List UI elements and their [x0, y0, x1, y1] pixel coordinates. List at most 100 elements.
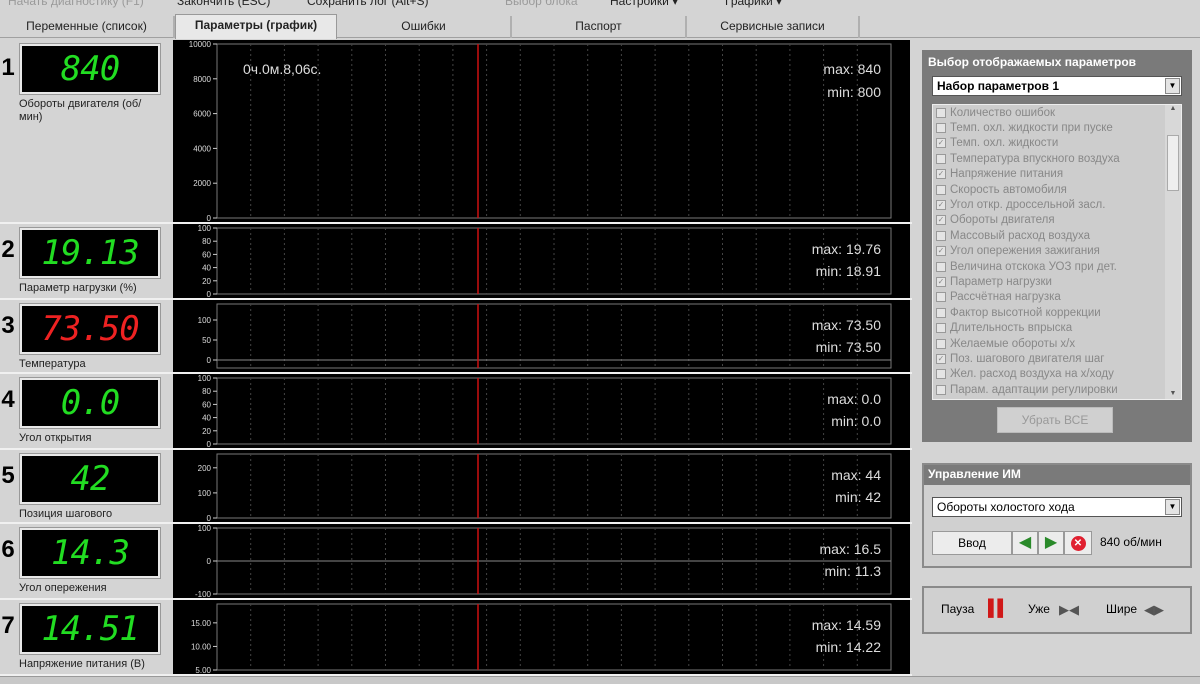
checkbox[interactable] [936, 123, 946, 134]
checkbox[interactable]: ✓ [936, 200, 946, 211]
parameter-list-item[interactable]: Скорость автомобиля [933, 182, 1181, 197]
checkbox[interactable]: ✓ [936, 169, 946, 180]
parameter-chart: 0 50 100 max: 73.50 min: 73.50 [173, 300, 910, 372]
increase-arrow-icon[interactable]: ▶ [1038, 531, 1064, 555]
checkbox[interactable]: ✓ [936, 353, 946, 364]
menu-save-log[interactable]: Сохранить лог (Alt+S) [307, 0, 429, 8]
parameter-list-item[interactable]: ✓ Угол откр. дроссельной засл. [933, 197, 1181, 212]
row-number: 4 [1, 386, 15, 413]
parameter-chart: 0 100 200 max: 44 min: 42 [173, 450, 910, 522]
elapsed-time: 0ч.0м.8,06с. [243, 61, 321, 77]
checkbox[interactable] [936, 323, 946, 334]
parameter-list-item[interactable]: Длительность впрыска [933, 320, 1181, 335]
parameter-list-item[interactable]: Величина отскока УОЗ при дет. [933, 259, 1181, 274]
parameter-list-item[interactable]: ✓ Угол опережения зажигания [933, 244, 1181, 259]
parameter-item-label: Рассчётная нагрузка [950, 291, 1061, 304]
parameter-list-item[interactable]: Темп. охл. жидкости при пуске [933, 120, 1181, 135]
parameter-set-select[interactable]: Набор параметров 1 ▼ [932, 76, 1182, 96]
parameter-list-item[interactable]: ✓ Темп. охл. жидкости [933, 136, 1181, 151]
parameter-chart: -100 0 100 max: 16.5 min: 11.3 [173, 524, 910, 598]
wide-icon[interactable]: ◀▶ [1144, 602, 1164, 617]
parameter-row: 1 840 Обороты двигателя (об/мин) 0 2000 40… [0, 40, 912, 224]
pause-icon[interactable]: ▌▌ [988, 600, 1009, 617]
parameter-label: Параметр нагрузки (%) [19, 282, 137, 294]
checkbox[interactable] [936, 107, 946, 118]
tab-passport[interactable]: Паспорт [512, 16, 687, 38]
scrollbar[interactable]: ▲ ▼ [1165, 105, 1181, 399]
checkbox[interactable] [936, 384, 946, 395]
enter-button[interactable]: Ввод [932, 531, 1012, 555]
parameter-list[interactable]: Количество ошибок Темп. охл. жидкости при… [932, 104, 1182, 400]
remove-all-button[interactable]: Убрать ВСЕ [997, 407, 1113, 433]
y-tick-label: 60 [202, 250, 211, 259]
chevron-down-icon: ▼ [1165, 499, 1180, 515]
wide-label[interactable]: Шире [1106, 602, 1138, 616]
y-tick-label: 100 [198, 224, 212, 233]
parameter-list-item[interactable]: Рассчётная нагрузка [933, 290, 1181, 305]
decrease-arrow-icon[interactable]: ◀ [1012, 531, 1038, 555]
checkbox[interactable] [936, 230, 946, 241]
parameter-item-label: Темп. охл. жидкости [950, 137, 1059, 150]
parameter-list-item[interactable]: ✓ Напряжение питания [933, 167, 1181, 182]
parameter-selection-panel: Выбор отображаемых параметров Набор пара… [922, 50, 1192, 442]
value-display: 14.51 [19, 603, 161, 655]
narrow-label[interactable]: Уже [1028, 602, 1050, 616]
parameter-list-item[interactable]: Массовый расход воздуха [933, 228, 1181, 243]
value-display: 42 [19, 453, 161, 505]
menu-start-diagnostics[interactable]: Начать диагностику (F1) [8, 0, 144, 8]
min-label: min: 18.91 [816, 263, 882, 279]
actuator-control-panel: Управление ИМ Обороты холостого хода ▼ В… [922, 463, 1192, 568]
pause-label[interactable]: Пауза [941, 602, 975, 616]
parameter-row: 5 42 Позиция шагового 0 100 200 max: 44 min:… [0, 450, 912, 524]
parameter-list-item[interactable]: ✓ Параметр нагрузки [933, 274, 1181, 289]
panel-title: Выбор отображаемых параметров [928, 55, 1137, 69]
tab-service-records[interactable]: Сервисные записи [687, 16, 860, 38]
stop-button[interactable]: ✕ [1064, 531, 1092, 555]
value-display: 0.0 [19, 377, 161, 429]
tab-variables-list[interactable]: Переменные (список) [0, 16, 175, 38]
parameter-item-label: Угол опережения зажигания [950, 245, 1100, 258]
checkbox[interactable] [936, 184, 946, 195]
scrollbar-thumb[interactable] [1167, 135, 1179, 191]
menu-settings[interactable]: Настройки ▾ [610, 0, 679, 8]
menu-charts[interactable]: Графики ▾ [725, 0, 783, 8]
menu-select-unit[interactable]: Выбор блока [505, 0, 578, 8]
checkbox[interactable]: ✓ [936, 215, 946, 226]
checkbox[interactable] [936, 153, 946, 164]
max-label: max: 19.76 [812, 241, 881, 257]
tab-parameters-chart[interactable]: Параметры (график) [175, 14, 337, 39]
parameter-list-item[interactable]: Желаемые обороты х/х [933, 336, 1181, 351]
checkbox[interactable] [936, 369, 946, 380]
parameter-list-item[interactable]: Количество ошибок [933, 105, 1181, 120]
parameter-list-item[interactable]: Парам. адаптации регулировки [933, 382, 1181, 397]
parameter-list-item[interactable]: ✓ Поз. шагового двигателя шаг [933, 351, 1181, 366]
parameter-item-label: Скорость автомобиля [950, 183, 1067, 196]
tab-errors[interactable]: Ошибки [337, 16, 512, 38]
checkbox[interactable]: ✓ [936, 138, 946, 149]
checkbox[interactable] [936, 261, 946, 272]
status-bar [0, 676, 1200, 684]
row-number: 1 [1, 54, 15, 81]
actuator-select[interactable]: Обороты холостого хода ▼ [932, 497, 1182, 517]
narrow-icon[interactable]: ▶◀ [1059, 602, 1079, 617]
y-tick-label: 50 [202, 336, 211, 345]
parameter-label: Напряжение питания (В) [19, 658, 145, 670]
parameter-list-item[interactable]: Температура впускного воздуха [933, 151, 1181, 166]
parameter-item-label: Желаемые обороты х/х [950, 337, 1076, 350]
menu-finish[interactable]: Закончить (ESC) [177, 0, 271, 8]
y-tick-label: 200 [198, 464, 212, 473]
parameter-list-item[interactable]: Фактор высотной коррекции [933, 305, 1181, 320]
parameter-list-item[interactable]: Жел. расход воздуха на х/ходу [933, 367, 1181, 382]
y-tick-label: 0 [207, 356, 212, 365]
checkbox[interactable] [936, 292, 946, 303]
checkbox[interactable]: ✓ [936, 276, 946, 287]
y-tick-label: 0 [207, 290, 212, 298]
scroll-down-icon[interactable]: ▼ [1169, 390, 1177, 397]
checkbox[interactable] [936, 338, 946, 349]
max-label: max: 73.50 [812, 317, 881, 333]
y-tick-label: 60 [202, 400, 211, 409]
checkbox[interactable] [936, 307, 946, 318]
checkbox[interactable]: ✓ [936, 246, 946, 257]
scroll-up-icon[interactable]: ▲ [1169, 105, 1177, 112]
parameter-list-item[interactable]: ✓ Обороты двигателя [933, 213, 1181, 228]
